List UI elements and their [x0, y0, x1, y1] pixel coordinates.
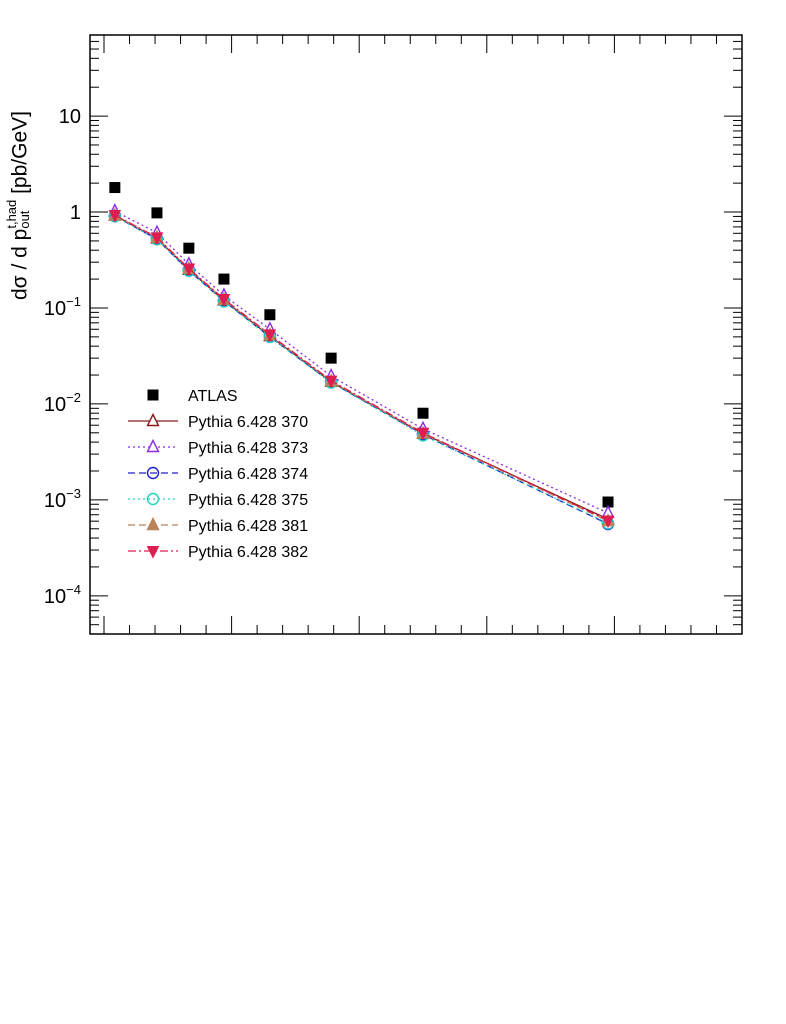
- data-point: [601, 515, 615, 529]
- legend-label: Pythia 6.428 373: [188, 440, 308, 457]
- y-tick-label: 10−1: [44, 294, 81, 320]
- y-tick-label: 10−3: [44, 486, 81, 512]
- legend-marker: [146, 412, 160, 427]
- legend-entry: Pythia 6.428 373: [128, 438, 308, 457]
- y-tick-label: 10−4: [44, 582, 81, 608]
- data-point: [218, 273, 230, 285]
- legend-entry: Pythia 6.428 382: [128, 544, 308, 561]
- legend-entry: ATLAS: [147, 388, 238, 405]
- legend-label: Pythia 6.428 375: [188, 492, 308, 509]
- data-point: [151, 207, 163, 219]
- data-point: [183, 242, 195, 254]
- data-point: [182, 263, 196, 277]
- legend-marker: [147, 389, 159, 401]
- y-tick-label: 10: [59, 106, 81, 128]
- data-point: [602, 496, 614, 508]
- legend-marker: [146, 546, 160, 559]
- legend-label: Pythia 6.428 370: [188, 414, 308, 431]
- legend-entry: Pythia 6.428 370: [128, 412, 308, 431]
- data-point: [108, 210, 122, 223]
- legend-entry: Pythia 6.428 375: [128, 492, 308, 509]
- legend: ATLAS Pythia 6.428 370 Pythia 6.428 373 Pyt…: [128, 388, 308, 561]
- axis-ticks: [90, 34, 743, 635]
- series-layer: [108, 182, 615, 531]
- legend-marker: [146, 492, 160, 506]
- data-point: [417, 407, 429, 419]
- legend-label: Pythia 6.428 374: [188, 466, 308, 483]
- data-point: [217, 294, 231, 307]
- series-6: [108, 210, 615, 529]
- legend-label: ATLAS: [188, 388, 238, 405]
- data-point: [109, 182, 121, 194]
- y-tick-label: 1: [70, 202, 81, 224]
- data-point: [264, 309, 276, 321]
- legend-label: Pythia 6.428 381: [188, 518, 308, 535]
- y-tick-label: 10−2: [44, 390, 81, 416]
- legend-entry: Pythia 6.428 374: [128, 466, 308, 483]
- series-1: [108, 207, 615, 525]
- data-point: [325, 352, 337, 364]
- legend-marker: [146, 438, 160, 453]
- data-point: [150, 232, 164, 245]
- series-line: [114, 215, 609, 524]
- series-line: [114, 214, 609, 522]
- legend-entry: Pythia 6.428 381: [128, 516, 308, 535]
- legend-label: Pythia 6.428 382: [188, 544, 308, 561]
- series-line: [114, 210, 609, 514]
- legend-marker: [146, 516, 160, 531]
- series-0: [109, 182, 614, 508]
- data-point: [416, 427, 430, 441]
- y-tick-labels: 10−4 10−3 10−2 10−1 1 10: [44, 106, 81, 608]
- plot-frame: [89, 34, 743, 635]
- series-5: [108, 207, 615, 527]
- data-point: [263, 329, 277, 343]
- data-point: [324, 375, 338, 389]
- legend-marker: [146, 466, 160, 480]
